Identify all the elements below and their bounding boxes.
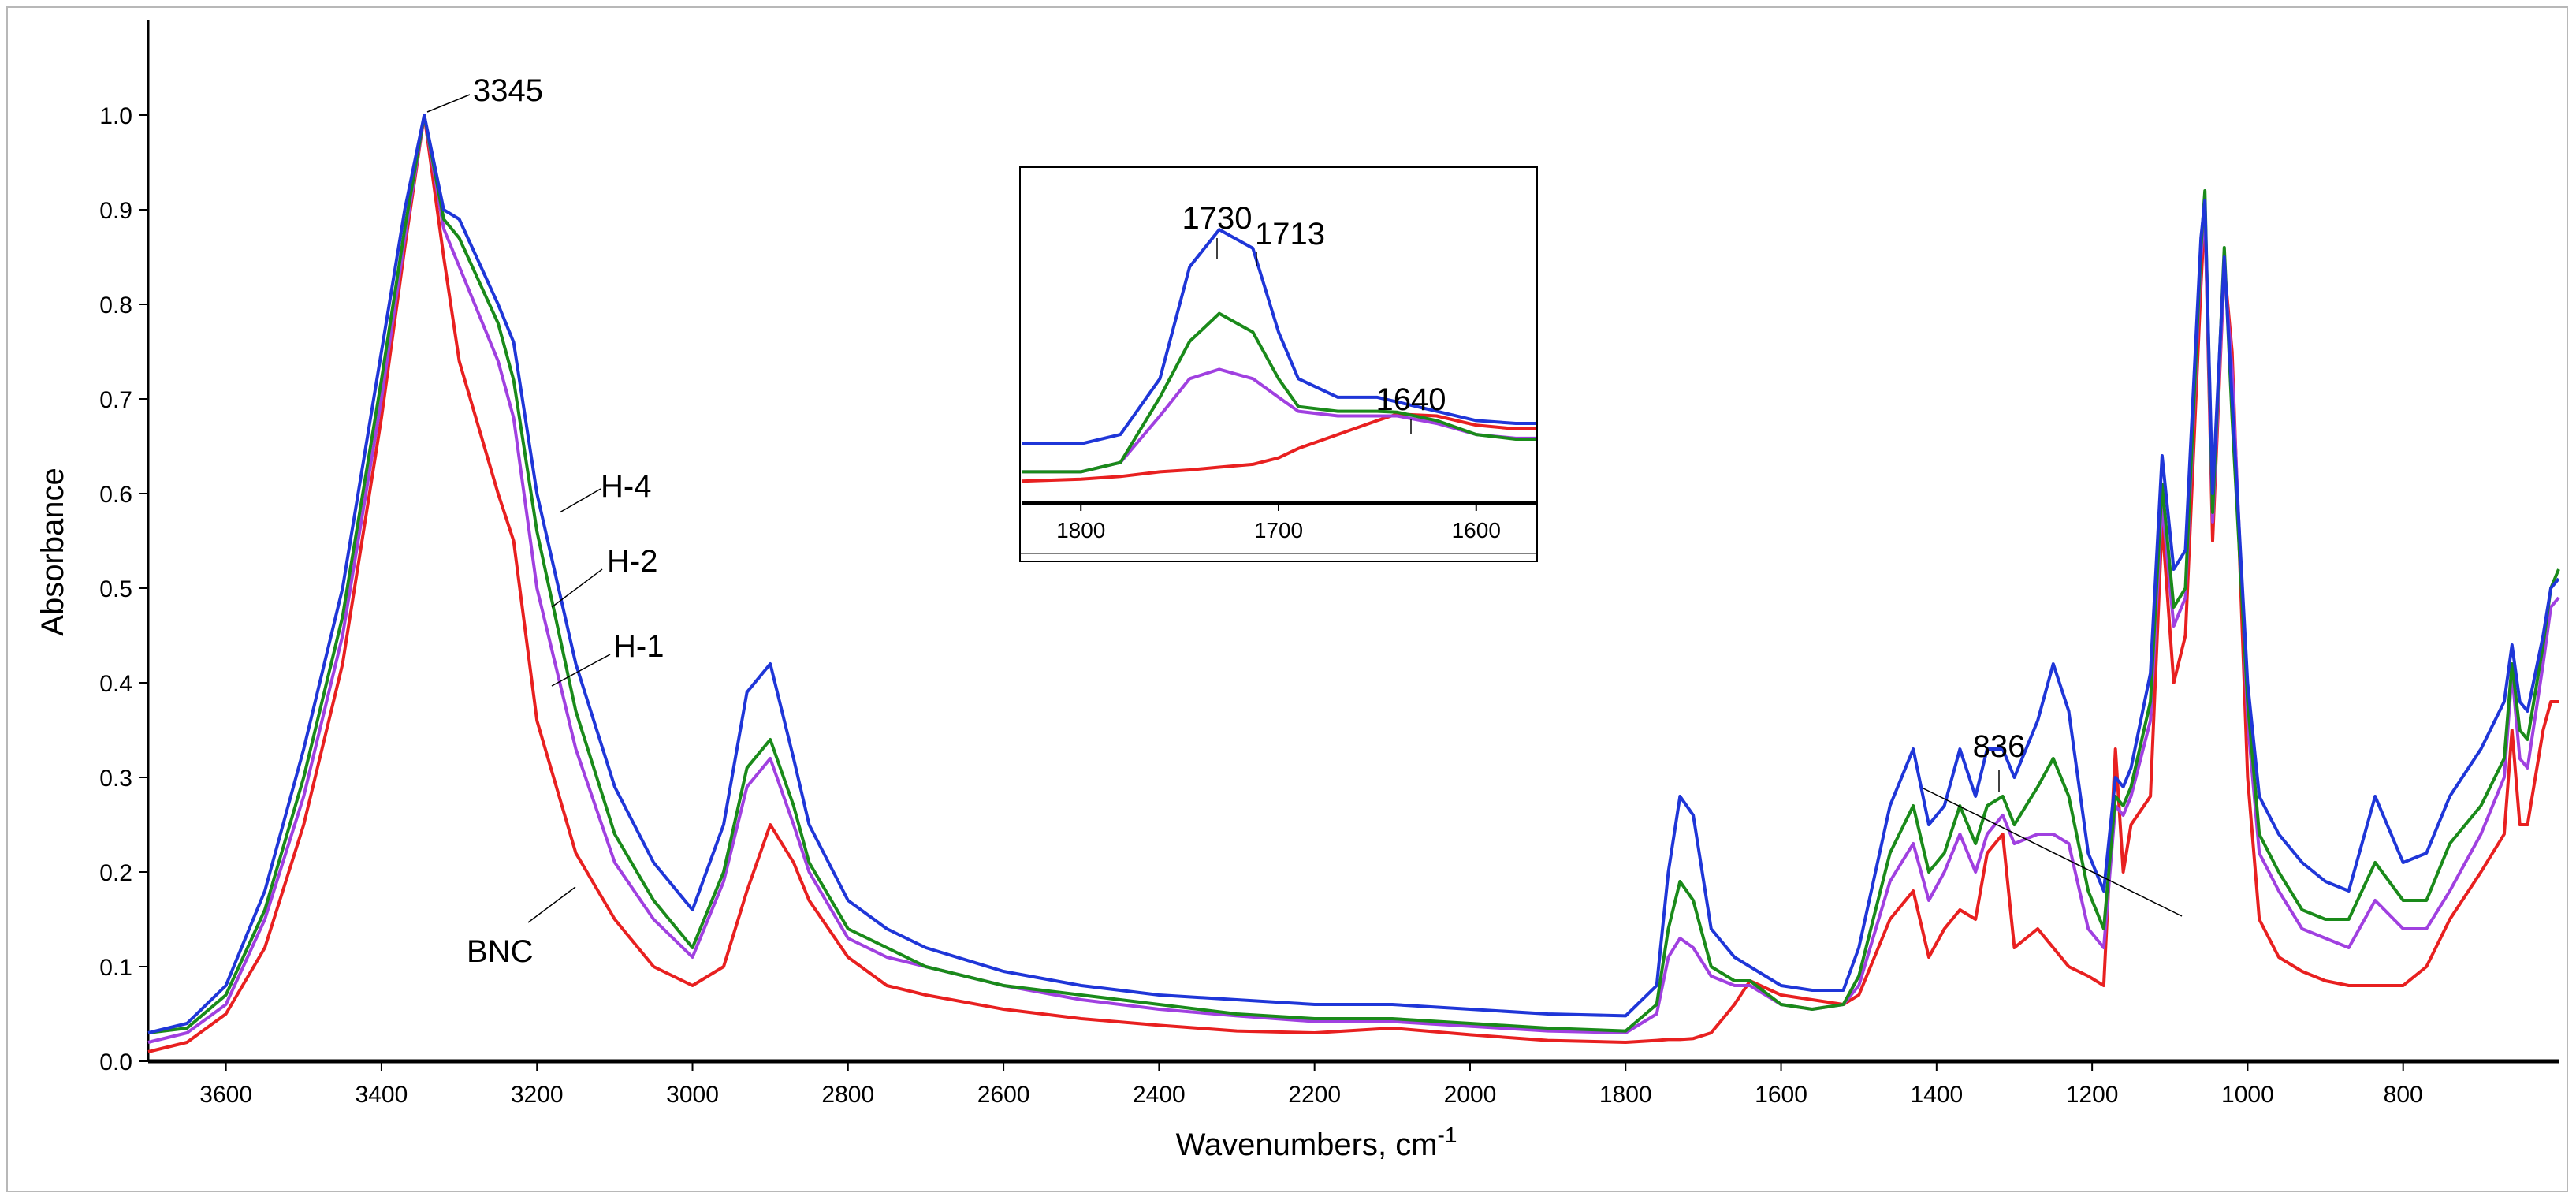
label-1730: 1730 [1182,201,1253,236]
label-bnc-leader [527,886,576,923]
inset-chart: 1800 1700 1600 1730 1713 1640 [1019,166,1538,562]
x-axis-title: Wavenumbers, cm-1 [1176,1123,1457,1162]
main-plot: 0.0 0.1 0.2 0.3 0.4 0.5 0.6 0.7 0.8 0.9 1.0 3600 340… [99,20,2560,1108]
series-line-h-1 [147,114,2560,1044]
y-tick-label: 0.1 [99,955,132,981]
inset-plot: 1800 1700 1600 [1020,228,1537,554]
x-tick-label: 2600 [977,1082,1030,1108]
inset-x-tick-label: 1600 [1452,518,1501,542]
x-tick-label: 2200 [1288,1082,1341,1108]
label-h2-leader [551,568,603,608]
series-line-h-4 [147,114,2560,1034]
x-axis-label-main: Wavenumbers, cm [1176,1127,1438,1162]
x-tick-label: 2400 [1133,1082,1186,1108]
label-h1: H-1 [613,629,664,664]
x-tick-label: 1200 [2066,1082,2119,1108]
label-h2: H-2 [607,544,657,579]
inset-x-tick-label: 1700 [1254,518,1303,542]
y-tick-label: 0.6 [99,482,132,508]
inset-series-line-h-4 [1022,228,1536,445]
label-h4: H-4 [601,469,651,504]
y-tick-label: 0.5 [99,576,132,602]
x-tick-label: 3400 [356,1082,408,1108]
label-3345-leader [426,94,471,113]
y-axis-label: Absorbance [35,468,70,635]
chart-frame: 0.0 0.1 0.2 0.3 0.4 0.5 0.6 0.7 0.8 0.9 1.0 3600 340… [6,6,2568,1192]
x-tick-label: 1000 [2221,1082,2274,1108]
y-tick-label: 0.9 [99,198,132,224]
inset-series-line-bnc [1021,412,1536,483]
x-tick-label: 1800 [1599,1082,1652,1108]
inset-border [1019,166,1538,562]
series-line-h-2 [147,114,2560,1034]
y-tick-label: 1.0 [99,103,132,129]
label-1713: 1713 [1255,217,1325,252]
ftir-spectrum-chart: 0.0 0.1 0.2 0.3 0.4 0.5 0.6 0.7 0.8 0.9 1.0 3600 340… [35,20,2560,1162]
y-tick-label: 0.7 [99,387,132,413]
main-annotations: 3345 836 H-4 H-2 H-1 BNC [426,73,2183,969]
x-tick-label: 2000 [1444,1082,1497,1108]
inset-series-line-h-2 [1022,311,1536,474]
label-bnc: BNC [467,934,533,969]
x-tick-label: 3200 [511,1082,564,1108]
y-axis-title: Absorbance [35,468,70,635]
x-tick-label: 3600 [199,1082,252,1108]
y-tick-label: 0.8 [99,293,132,319]
x-tick-label: 1600 [1755,1082,1807,1108]
label-h4-leader [559,488,601,513]
x-tick-label: 2800 [821,1082,874,1108]
x-tick-label: 1400 [1910,1082,1963,1108]
label-h1-leader [551,654,611,687]
y-tick-label: 0.3 [99,766,132,792]
label-1640: 1640 [1376,382,1446,417]
x-tick-label: 800 [2384,1082,2423,1108]
y-tick-label: 0.2 [99,860,132,886]
x-tick-label: 3000 [666,1082,719,1108]
x-axis-label: Wavenumbers, cm-1 [1176,1123,1457,1162]
label-3345: 3345 [473,73,543,108]
y-tick-label: 0.0 [99,1049,132,1075]
y-tick-label: 0.4 [99,671,132,697]
inset-x-tick-label: 1800 [1056,518,1105,542]
series-line-bnc [147,114,2559,1053]
label-836: 836 [1973,729,2026,764]
inset-leader-line [1923,788,2183,917]
x-axis-label-sup: -1 [1438,1123,1457,1147]
